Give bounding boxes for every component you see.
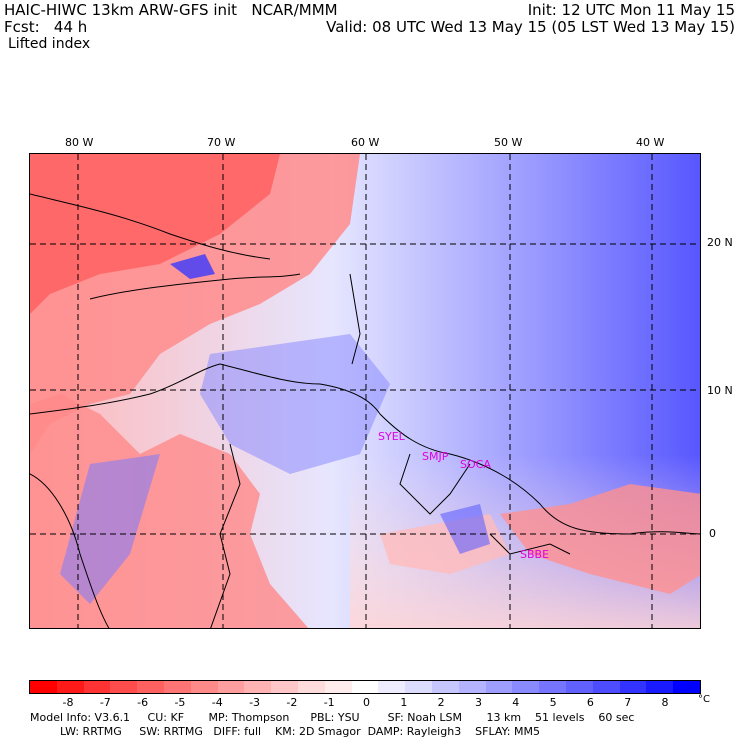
colorbar-swatch	[217, 681, 245, 693]
colorbar-swatch	[431, 681, 459, 693]
colorbar-swatch	[646, 681, 674, 693]
forecast-hour: Fcst: 44 h	[4, 18, 88, 36]
country-border-2	[399, 453, 471, 515]
pacific-coast	[30, 473, 110, 628]
colorbar-swatch	[56, 681, 84, 693]
puerto-rico-positive-blob	[170, 254, 215, 279]
colorbar-swatch	[137, 681, 164, 693]
lat-lon-grid	[30, 154, 700, 628]
colorbar-swatch	[458, 681, 486, 693]
colorbar-swatch	[378, 681, 406, 693]
coastlines	[30, 193, 700, 628]
colorbar-swatch	[512, 681, 540, 693]
colorbar-swatch	[539, 681, 566, 693]
colorbar-swatch	[565, 681, 593, 693]
colorbar-swatch	[244, 681, 272, 693]
colorbar	[29, 680, 701, 694]
lon-label-40w: 40 W	[636, 136, 665, 149]
colorbar-unit: °C	[698, 694, 710, 705]
colorbar-swatch	[110, 681, 138, 693]
colorbar-swatch	[619, 681, 647, 693]
colorbar-swatch	[592, 681, 620, 693]
cuba-coast	[30, 193, 271, 260]
amazon-outline	[489, 533, 571, 555]
lifted-index-map: SYEL SMJP SOCA SBBE	[29, 153, 701, 629]
colorbar-swatch	[163, 681, 191, 693]
colorbar-tick-label: -4	[211, 696, 223, 709]
lon-label-70w: 70 W	[207, 136, 236, 149]
station-soca: SOCA	[460, 458, 491, 471]
station-syel: SYEL	[378, 430, 405, 443]
colorbar-tick-label: 7	[624, 696, 632, 709]
lon-label-50w: 50 W	[494, 136, 523, 149]
amazon-delta-negative-area	[500, 484, 700, 594]
colorbar-tick-label: -6	[137, 696, 149, 709]
colorbar-tick-label: 6	[586, 696, 594, 709]
colorbar-tick-label: -7	[99, 696, 111, 709]
colorbar-swatch	[190, 681, 218, 693]
lat-label-20n: 20 N	[707, 236, 733, 249]
colorbar-swatch	[351, 681, 379, 693]
field-name: Lifted index	[8, 36, 91, 52]
colorbar-swatch	[485, 681, 513, 693]
colorbar-tick-label: -2	[286, 696, 298, 709]
colorbar-tick-label: -1	[323, 696, 335, 709]
model-info-line1: Model Info: V3.6.1 CU: KF MP: Thompson P…	[30, 711, 635, 724]
lon-label-60w: 60 W	[351, 136, 380, 149]
colorbar-swatch	[405, 681, 432, 693]
colorbar-tick-label: -8	[62, 696, 74, 709]
colorbar-swatch	[324, 681, 352, 693]
colorbar-tick-label: 3	[474, 696, 482, 709]
colorbar-swatch	[297, 681, 325, 693]
model-info-line2: LW: RRTMG SW: RRTMG DIFF: full KM: 2D Sm…	[60, 725, 540, 738]
colorbar-swatch	[30, 681, 57, 693]
colorbar-tick-label: 5	[549, 696, 557, 709]
colorbar-tick-label: -3	[249, 696, 261, 709]
hispaniola-coast	[89, 273, 301, 300]
station-sbbe: SBBE	[520, 548, 550, 561]
south-america-coast	[30, 363, 700, 535]
colorbar-tick-label: -5	[174, 696, 186, 709]
caribbean-positive-area	[200, 334, 390, 474]
cuba-hispaniola-strong-negative	[30, 154, 280, 314]
init-time: Init: 12 UTC Mon 11 May 15	[527, 1, 735, 19]
lon-label-80w: 80 W	[65, 136, 94, 149]
valid-time: Valid: 08 UTC Wed 13 May 15 (05 LST Wed …	[326, 18, 735, 36]
lesser-antilles-arc	[349, 273, 361, 365]
colombia-positive-area	[60, 454, 160, 604]
colorbar-tick-label: 0	[363, 696, 370, 709]
map-canvas	[30, 154, 700, 628]
lat-label-0: 0	[709, 527, 716, 540]
colorbar-swatch	[83, 681, 111, 693]
colorbar-tick-label: 2	[437, 696, 445, 709]
colorbar-swatch	[271, 681, 298, 693]
model-title: HAIC-HIWC 13km ARW-GFS init NCAR/MMM	[4, 1, 338, 19]
colorbar-tick-label: 1	[400, 696, 408, 709]
station-smjp: SMJP	[422, 450, 449, 463]
atlantic-positive-blob	[440, 504, 490, 554]
colorbar-tick-label: 4	[512, 696, 520, 709]
colorbar-swatch	[673, 681, 700, 693]
colorbar-tick-label: 8	[661, 696, 669, 709]
lat-label-10n: 10 N	[707, 384, 733, 397]
